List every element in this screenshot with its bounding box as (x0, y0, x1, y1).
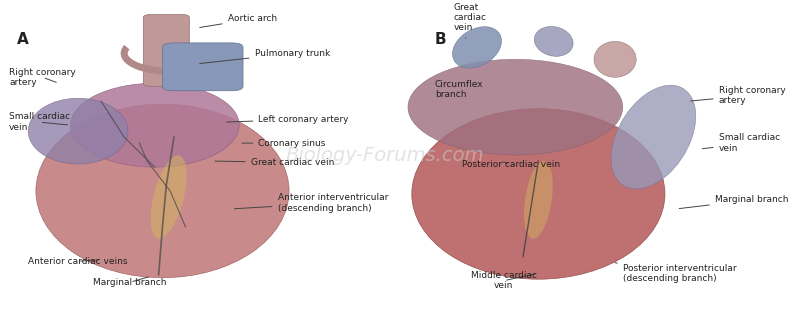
Ellipse shape (534, 27, 573, 56)
Text: A: A (17, 32, 29, 47)
Text: B: B (435, 32, 446, 47)
Ellipse shape (70, 83, 239, 167)
Text: Small cardiac
vein: Small cardiac vein (9, 112, 70, 132)
Ellipse shape (412, 109, 665, 279)
Ellipse shape (594, 41, 636, 77)
Text: Posterior cardiac vein: Posterior cardiac vein (462, 159, 560, 168)
Text: Anterior interventricular
(descending branch): Anterior interventricular (descending br… (234, 193, 388, 212)
Text: Anterior cardiac veins: Anterior cardiac veins (28, 257, 128, 266)
Ellipse shape (611, 85, 696, 189)
Text: Posterior interventricular
(descending branch): Posterior interventricular (descending b… (615, 263, 736, 283)
Text: Aortic arch: Aortic arch (200, 14, 277, 27)
Ellipse shape (524, 161, 553, 239)
Text: Pulmonary trunk: Pulmonary trunk (200, 49, 330, 64)
Ellipse shape (408, 59, 622, 155)
Text: Marginal branch: Marginal branch (94, 277, 167, 287)
Text: Left coronary artery: Left coronary artery (226, 115, 349, 124)
Text: Great cardiac vein: Great cardiac vein (215, 158, 334, 167)
Ellipse shape (28, 98, 128, 164)
Ellipse shape (36, 104, 289, 278)
Text: Marginal branch: Marginal branch (679, 195, 788, 209)
Text: Small cardiac
vein: Small cardiac vein (702, 134, 780, 153)
Text: Circumflex
branch: Circumflex branch (435, 80, 483, 99)
Text: Coronary sinus: Coronary sinus (242, 139, 326, 148)
FancyBboxPatch shape (162, 43, 243, 91)
Ellipse shape (453, 27, 502, 68)
Text: Middle cardiac
vein: Middle cardiac vein (471, 271, 537, 290)
Text: Right coronary
artery: Right coronary artery (690, 85, 786, 105)
Ellipse shape (150, 155, 186, 239)
Text: Great
cardiac
vein: Great cardiac vein (454, 2, 487, 38)
Text: Biology-Forums.com: Biology-Forums.com (286, 146, 484, 164)
Text: Right coronary
artery: Right coronary artery (9, 68, 76, 87)
FancyBboxPatch shape (143, 14, 190, 86)
